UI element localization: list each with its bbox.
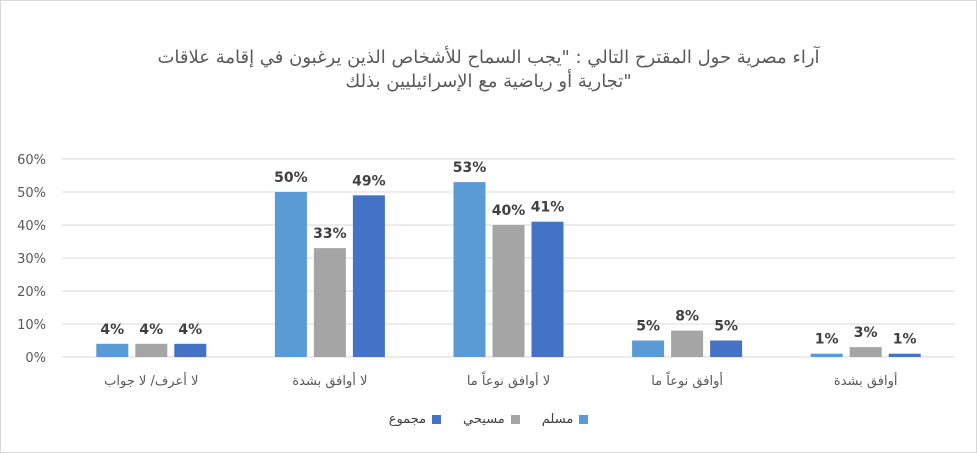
chart-legend: مسلم مسيحي مجموع (0, 412, 977, 427)
data-label: 1% (815, 332, 839, 348)
legend-item: مسيحي (463, 412, 520, 427)
bar (135, 343, 168, 357)
legend-item: مجموع (388, 412, 442, 427)
legend-item: مسلم (542, 412, 589, 427)
category-label: لا أوافق نوعاً ما (467, 371, 550, 389)
legend-label: مسيحي (463, 412, 505, 427)
data-label: 4% (178, 322, 202, 338)
data-label: 3% (854, 325, 878, 341)
bar (671, 330, 704, 357)
chart-title-line-1: آراء مصرية حول المقترح التالي : "يجب الس… (157, 47, 820, 68)
bar (174, 343, 207, 357)
bar (849, 347, 882, 357)
bar (710, 340, 743, 357)
data-label: 5% (714, 319, 738, 335)
legend-label: مجموع (388, 412, 427, 427)
data-label: 49% (352, 173, 386, 189)
bar (96, 343, 129, 357)
y-tick-label: 0% (25, 351, 46, 366)
bar (492, 225, 525, 357)
y-tick-label: 50% (17, 186, 46, 201)
data-label: 53% (453, 160, 487, 176)
data-label: 40% (492, 203, 526, 219)
bar (352, 195, 385, 357)
legend-swatch (510, 415, 520, 424)
y-tick-label: 20% (17, 285, 46, 300)
bar (274, 192, 307, 357)
y-tick-label: 10% (17, 318, 46, 333)
bar (453, 182, 486, 357)
y-tick-label: 40% (17, 219, 46, 234)
data-label: 8% (675, 309, 699, 325)
bar (313, 248, 346, 357)
bar (810, 353, 843, 357)
data-label: 4% (100, 322, 124, 338)
bar (531, 221, 564, 357)
data-label: 4% (139, 322, 163, 338)
category-label: لا أوافق بشدة (292, 372, 367, 389)
legend-swatch (579, 415, 589, 424)
data-label: 5% (636, 319, 660, 335)
data-label: 41% (531, 200, 565, 216)
category-label: أوافق نوعاً ما (651, 371, 723, 389)
data-label: 50% (274, 170, 308, 186)
chart-title-line-2: تجارية أو رياضية مع الإسرائيليين بذلك" (345, 71, 632, 92)
y-tick-label: 30% (17, 252, 46, 267)
category-label: أوافق بشدة (834, 372, 898, 389)
bar (888, 353, 921, 357)
data-label: 1% (893, 332, 917, 348)
y-tick-label: 60% (17, 153, 46, 168)
legend-label: مسلم (541, 412, 574, 427)
legend-swatch (432, 415, 442, 424)
chart-title: آراء مصرية حول المقترح التالي : "يجب الس… (0, 46, 977, 94)
data-label: 33% (313, 226, 347, 242)
bar (632, 340, 665, 357)
category-label: لا أعرف/ لا جواب (104, 372, 198, 389)
